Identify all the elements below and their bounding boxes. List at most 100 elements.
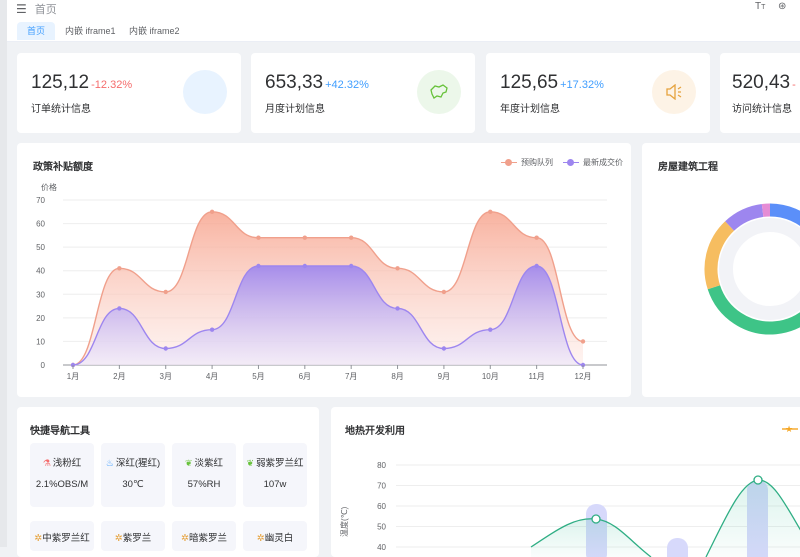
menu-toggle-icon[interactable]: ☰ xyxy=(16,2,27,16)
series-point[interactable] xyxy=(349,264,353,268)
gear-icon: ✲ xyxy=(115,533,123,544)
nav-tile-name: 深红(猩红) xyxy=(116,458,160,469)
y-tick-label: 40 xyxy=(377,543,386,552)
y-axis-title: 价格 xyxy=(41,182,57,192)
y-tick-label: 0 xyxy=(41,361,46,370)
stat-change: +42.32% xyxy=(325,79,369,91)
stat-value: 520,43- xyxy=(732,72,796,94)
x-tick-label: 6月 xyxy=(299,372,311,381)
x-tick-label: 3月 xyxy=(160,372,172,381)
x-tick-label: 10月 xyxy=(482,372,499,381)
stat-card-monthly: 653,33+42.32% 月度计划信息 xyxy=(251,53,475,133)
y-tick-label: 70 xyxy=(377,482,386,491)
stat-value: 125,65+17.32% xyxy=(500,72,604,94)
settings-icon[interactable]: ⊛ xyxy=(778,1,786,12)
nav-tile[interactable]: ♨深红(猩红) 30℃ xyxy=(101,443,165,507)
series-point[interactable] xyxy=(534,236,538,240)
series-point[interactable] xyxy=(442,346,446,350)
y-tick-label: 50 xyxy=(36,243,45,252)
font-size-icon[interactable]: TT xyxy=(755,1,765,12)
stat-label: 月度计划信息 xyxy=(265,100,325,115)
gear-icon: ✲ xyxy=(181,533,189,544)
series-point[interactable] xyxy=(442,290,446,294)
tab-iframe2[interactable]: 内嵌 iframe2 xyxy=(119,22,190,40)
geo-point xyxy=(592,515,600,523)
series-point[interactable] xyxy=(164,290,168,294)
x-tick-label: 5月 xyxy=(252,372,264,381)
geo-bar xyxy=(667,538,688,557)
series-point[interactable] xyxy=(303,236,307,240)
nav-tile[interactable]: ⚗浅粉红 2.1%OBS/M xyxy=(30,443,94,507)
geo-point xyxy=(754,476,762,484)
nav-tile-name: 淡紫红 xyxy=(195,458,224,469)
y-tick-label: 30 xyxy=(36,290,45,299)
series-point[interactable] xyxy=(117,266,121,270)
nav-tile-value: 107w xyxy=(243,479,307,490)
nav-tile-value: 57%RH xyxy=(172,479,236,490)
map-icon xyxy=(417,70,461,114)
nav-tile-value: 30℃ xyxy=(101,479,165,490)
series-point[interactable] xyxy=(488,210,492,214)
series-point[interactable] xyxy=(303,264,307,268)
nav-tile[interactable]: ❦弱紫罗兰红 107w xyxy=(243,443,307,507)
tabs-bar: 首页 内嵌 iframe1 内嵌 iframe2 xyxy=(7,17,800,42)
series-point[interactable] xyxy=(256,236,260,240)
series-point[interactable] xyxy=(164,346,168,350)
gear-icon: ✲ xyxy=(257,533,265,544)
beaker-icon: ⚗ xyxy=(43,458,51,468)
stat-value: 653,33+42.32% xyxy=(265,72,369,94)
y-tick-label: 70 xyxy=(36,196,45,205)
series-point[interactable] xyxy=(210,210,214,214)
nav-tile-name: 浅粉红 xyxy=(53,458,82,469)
stat-value: 125,12-12.32% xyxy=(31,72,132,94)
stat-change: - xyxy=(792,79,796,91)
y-tick-label: 60 xyxy=(36,220,45,229)
nav-tile-name: 紫罗兰 xyxy=(123,533,152,544)
y-tick-label: 20 xyxy=(36,314,45,323)
series-point[interactable] xyxy=(395,266,399,270)
series-point[interactable] xyxy=(210,327,214,331)
series-point[interactable] xyxy=(488,327,492,331)
donut-chart xyxy=(642,143,800,397)
nav-tile-name: 暗紫罗兰 xyxy=(189,533,227,544)
series-point[interactable] xyxy=(395,306,399,310)
y-tick-label: 50 xyxy=(377,523,386,532)
x-tick-label: 2月 xyxy=(113,372,125,381)
series-point[interactable] xyxy=(256,264,260,268)
x-tick-label: 9月 xyxy=(438,372,450,381)
stat-change: -12.32% xyxy=(91,79,132,91)
card-title: 快捷导航工具 xyxy=(30,422,90,437)
nav-tile-name: 幽灵白 xyxy=(265,533,294,544)
legend-marker: ★ xyxy=(782,424,798,434)
breadcrumb[interactable]: 首页 xyxy=(35,1,57,17)
nav-tile[interactable]: ❦淡紫红 57%RH xyxy=(172,443,236,507)
speaker-icon xyxy=(652,70,696,114)
stat-change: +17.32% xyxy=(560,79,604,91)
stat-card-yearly: 125,65+17.32% 年度计划信息 xyxy=(486,53,710,133)
x-tick-label: 4月 xyxy=(206,372,218,381)
building-chart-card: 房屋建筑工程 xyxy=(642,143,800,397)
donut-inner-ring xyxy=(726,225,800,313)
tab-home[interactable]: 首页 xyxy=(17,22,55,40)
leaf-icon: ❦ xyxy=(185,458,193,468)
x-tick-label: 1月 xyxy=(67,372,79,381)
stat-icon-circle xyxy=(183,70,227,114)
series-point[interactable] xyxy=(349,236,353,240)
tab-iframe1[interactable]: 内嵌 iframe1 xyxy=(55,22,126,40)
series-point[interactable] xyxy=(534,264,538,268)
series-point[interactable] xyxy=(117,306,121,310)
svg-text:★: ★ xyxy=(785,424,793,434)
geo-area xyxy=(706,480,800,557)
stat-label: 访问统计信息 xyxy=(732,100,792,115)
geo-area xyxy=(531,519,651,557)
nav-tile-value: 2.1%OBS/M xyxy=(30,479,94,490)
x-tick-label: 11月 xyxy=(528,372,544,381)
y-tick-label: 10 xyxy=(36,337,45,346)
series-point[interactable] xyxy=(581,339,585,343)
drop-icon: ♨ xyxy=(106,458,114,468)
quick-nav-card: 快捷导航工具 ⚗浅粉红 2.1%OBS/M ♨深红(猩红) 30℃ ❦淡紫红 5… xyxy=(17,407,319,557)
leaf-icon: ❦ xyxy=(246,458,254,468)
